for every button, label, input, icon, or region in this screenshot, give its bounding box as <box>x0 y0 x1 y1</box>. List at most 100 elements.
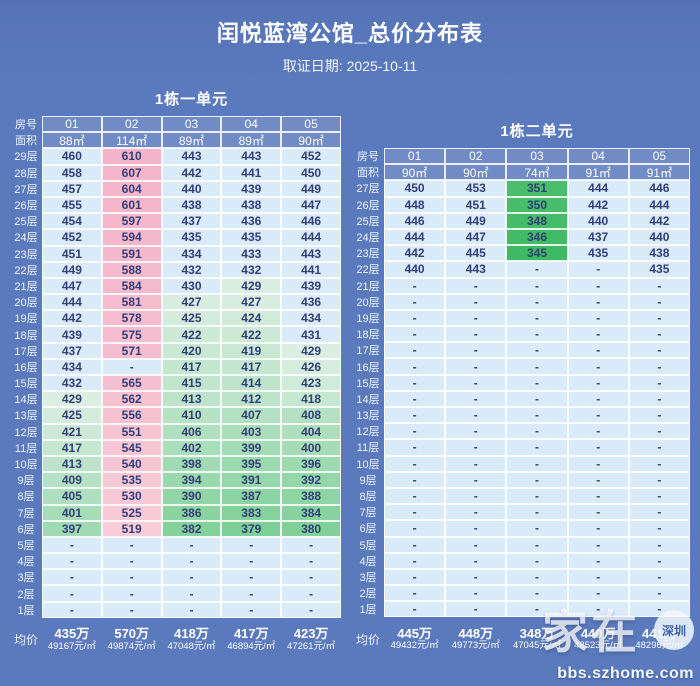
price-cell: 413 <box>161 391 222 408</box>
area-cell: 90㎡ <box>445 164 507 181</box>
floor-label: 13层 <box>14 410 38 423</box>
price-cell: 431 <box>281 326 341 343</box>
price-cell: - <box>506 407 568 424</box>
price-cell: 392 <box>281 472 341 489</box>
price-cell: - <box>628 309 690 327</box>
price-cell: 454 <box>42 213 102 230</box>
price-cell: 443 <box>281 245 341 262</box>
price-cell: - <box>567 487 629 505</box>
price-cell: 460 <box>42 148 102 165</box>
floor-label: 24层 <box>356 232 380 245</box>
avg-row-label: 均价 <box>355 632 380 647</box>
price-cell: 394 <box>161 472 222 489</box>
floor-label: 2层 <box>359 588 377 601</box>
floor-label: 11层 <box>356 442 380 455</box>
avg-row-label: 均价 <box>13 633 38 648</box>
area-cell: 74㎡ <box>506 164 568 181</box>
price-cell: - <box>506 439 568 456</box>
price-cell: - <box>628 326 690 343</box>
price-cell: 384 <box>281 504 341 521</box>
price-cell: - <box>628 439 690 456</box>
avg-total-price: 435万 <box>54 625 90 641</box>
room-col-header: 04 <box>567 148 629 165</box>
avg-cell: 445万 49432元/㎡ <box>384 619 445 659</box>
price-cell: - <box>101 553 162 570</box>
price-cell: - <box>445 390 507 407</box>
price-cell: 398 <box>161 455 222 473</box>
price-cell: - <box>506 342 568 359</box>
price-cell: - <box>506 487 568 505</box>
price-cell: 601 <box>101 196 162 214</box>
price-cell: 446 <box>628 180 690 197</box>
price-cell: - <box>445 552 507 569</box>
price-cell: 588 <box>101 261 162 278</box>
price-cell: - <box>506 520 568 537</box>
room-col-header: 02 <box>445 148 507 165</box>
avg-cell: 435万 49167元/㎡ <box>42 620 102 660</box>
unit2-table-section: 1栋二单元 房号 01 02 03 04 05 面积 90㎡ 90㎡ 74㎡ 91㎡ 91㎡ 27层 45… <box>352 120 690 659</box>
floor-label: 26层 <box>14 200 38 213</box>
floor-label: 1层 <box>359 604 377 617</box>
floor-label: 28层 <box>14 167 38 180</box>
price-cell: 449 <box>281 180 341 197</box>
floor-label: 24层 <box>14 232 38 245</box>
price-cell: 345 <box>506 245 568 262</box>
price-cell: 438 <box>628 245 690 262</box>
avg-total-price: 417万 <box>233 625 269 641</box>
price-cell: - <box>506 455 568 472</box>
price-cell: - <box>445 504 507 521</box>
price-cell: - <box>628 585 690 602</box>
price-cell: - <box>567 471 629 488</box>
price-cell: 391 <box>221 472 282 489</box>
price-cell: 444 <box>628 196 690 213</box>
price-cell: - <box>445 455 507 472</box>
price-cell: - <box>567 309 629 327</box>
price-cell: 439 <box>221 180 282 197</box>
floor-label: 19层 <box>14 313 38 326</box>
room-col-header: 03 <box>161 116 222 133</box>
price-cell: - <box>506 504 568 521</box>
price-cell: 437 <box>567 228 629 246</box>
floor-label: 27层 <box>14 183 38 196</box>
price-cell: - <box>567 423 629 440</box>
price-cell: - <box>221 553 282 570</box>
price-cell: - <box>506 358 568 375</box>
room-row-label: 房号 <box>15 119 37 132</box>
price-cell: 441 <box>221 164 282 181</box>
price-cell: 562 <box>101 391 162 408</box>
floor-label: 29层 <box>14 151 38 164</box>
price-cell: 575 <box>101 326 162 343</box>
price-cell: 427 <box>221 294 282 311</box>
area-row-label: 面积 <box>357 167 379 180</box>
price-cell: 455 <box>42 196 102 214</box>
floor-label: 15层 <box>356 377 380 390</box>
floor-label: 25层 <box>14 216 38 229</box>
room-col-header: 03 <box>506 148 568 165</box>
floor-label: 5层 <box>17 539 35 552</box>
floor-label: 12层 <box>356 426 380 439</box>
price-cell: - <box>567 585 629 602</box>
price-cell: 607 <box>101 164 162 181</box>
price-cell: - <box>567 277 629 294</box>
price-cell: - <box>506 536 568 553</box>
floor-label: 19层 <box>356 312 380 325</box>
price-cell: - <box>42 601 102 618</box>
price-cell: 458 <box>42 164 102 181</box>
price-cell: - <box>161 569 222 586</box>
price-cell: 545 <box>101 439 162 456</box>
price-cell: - <box>384 601 446 618</box>
price-cell: - <box>281 536 341 554</box>
price-cell: - <box>384 293 446 310</box>
price-cell: - <box>42 536 102 554</box>
price-cell: 380 <box>281 520 341 537</box>
floor-label: 1层 <box>17 604 35 617</box>
price-cell: - <box>628 552 690 569</box>
price-cell: - <box>567 374 629 391</box>
floor-label: 7层 <box>17 507 35 520</box>
price-cell: 449 <box>42 261 102 278</box>
price-cell: 441 <box>281 261 341 278</box>
floor-label: 4层 <box>359 555 377 568</box>
price-cell: 403 <box>221 423 282 440</box>
price-cell: 449 <box>445 212 507 229</box>
avg-unit-price: 47048元/㎡ <box>167 640 216 652</box>
